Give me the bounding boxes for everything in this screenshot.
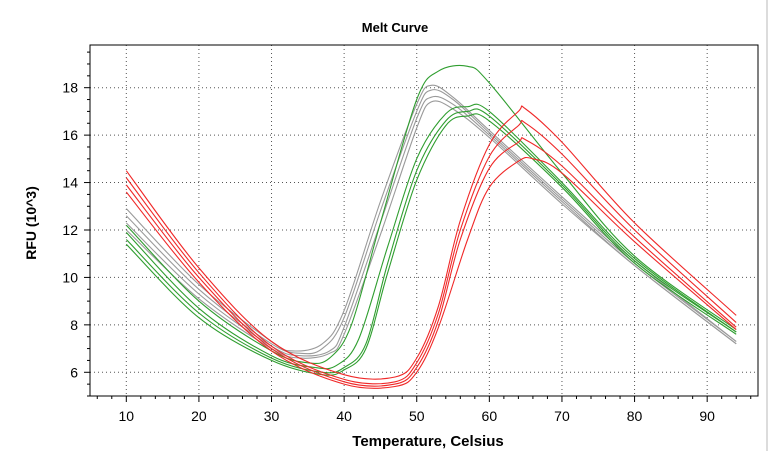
x-axis-label: Temperature, Celsius — [352, 433, 503, 450]
series-line-red-10 — [125, 119, 737, 385]
series-line-red-11 — [125, 137, 737, 387]
series-line-red-9 — [125, 105, 737, 380]
x-tick-label: 70 — [554, 408, 570, 424]
y-axis-label: RFU (10^3) — [23, 186, 39, 260]
y-tick-label: 10 — [62, 269, 78, 285]
y-tick-label: 8 — [70, 317, 78, 333]
series-line-green-6 — [125, 103, 737, 370]
y-tick-label: 12 — [62, 222, 78, 238]
grid-lines — [90, 45, 758, 396]
y-tick-label: 6 — [70, 364, 78, 380]
y-tick-label: 14 — [62, 175, 78, 191]
series-line-green-8 — [125, 113, 737, 376]
x-tick-label: 60 — [482, 408, 498, 424]
series-lines — [125, 64, 737, 389]
plot-area-frame — [89, 44, 759, 397]
series-line-gray-2 — [125, 89, 737, 355]
x-tick-label: 50 — [409, 408, 425, 424]
series-line-green-7 — [125, 108, 737, 374]
x-tick-label: 90 — [699, 408, 715, 424]
x-tick-label: 10 — [119, 408, 135, 424]
x-tick-label: 30 — [264, 408, 280, 424]
chart-title: Melt Curve — [362, 20, 428, 35]
x-tick-label: 20 — [191, 408, 207, 424]
series-line-red-12 — [125, 156, 737, 389]
y-tick-label: 16 — [62, 127, 78, 143]
axes: 10 20 30 40 50 60 70 80 90 6 8 10 12 14 16 18 — [62, 51, 752, 424]
x-tick-label: 80 — [627, 408, 643, 424]
y-tick-label: 18 — [62, 80, 78, 96]
x-tick-label: 40 — [336, 408, 352, 424]
